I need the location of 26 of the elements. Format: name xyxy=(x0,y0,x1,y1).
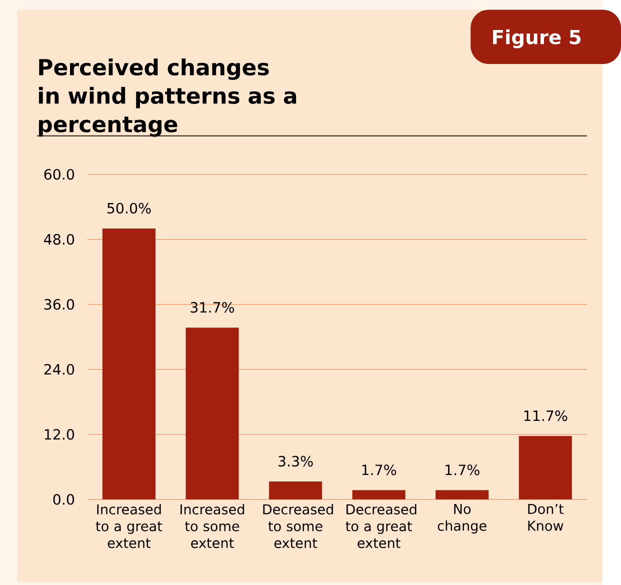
data-label: 31.7% xyxy=(190,302,234,313)
bar xyxy=(352,490,406,500)
bar xyxy=(186,328,239,500)
data-label: 3.3% xyxy=(278,456,313,467)
bar xyxy=(436,490,489,500)
x-tick-label: Decreased to a great extent xyxy=(346,504,416,548)
bar xyxy=(518,436,572,500)
caption: Figure 5 xyxy=(493,29,581,48)
bar xyxy=(269,481,322,500)
x-tick-label: Increased to a great extent xyxy=(96,504,162,548)
y-tick-label: 12.0 xyxy=(44,428,74,440)
y-tick-label: 36.0 xyxy=(44,298,74,310)
y-tick-label: 48.0 xyxy=(44,234,74,245)
x-tick-label: Increased to some extent xyxy=(180,504,244,548)
data-label: 50.0% xyxy=(107,202,151,214)
x-tick-label: Decreased to some extent xyxy=(263,504,333,548)
bar xyxy=(102,228,156,500)
y-tick-label: 24.0 xyxy=(44,364,74,375)
y-tick-label: 0.0 xyxy=(53,494,74,505)
data-label: 11.7% xyxy=(524,410,568,422)
y-tick-label: 60.0 xyxy=(44,168,74,180)
x-tick-label: No change xyxy=(438,504,486,534)
data-label: 1.7% xyxy=(362,464,396,476)
x-tick-label: Don’t Know xyxy=(528,504,564,531)
chart-title: Perceived changes in wind patterns as a percentage xyxy=(38,58,296,137)
data-label: 1.7% xyxy=(446,464,480,476)
